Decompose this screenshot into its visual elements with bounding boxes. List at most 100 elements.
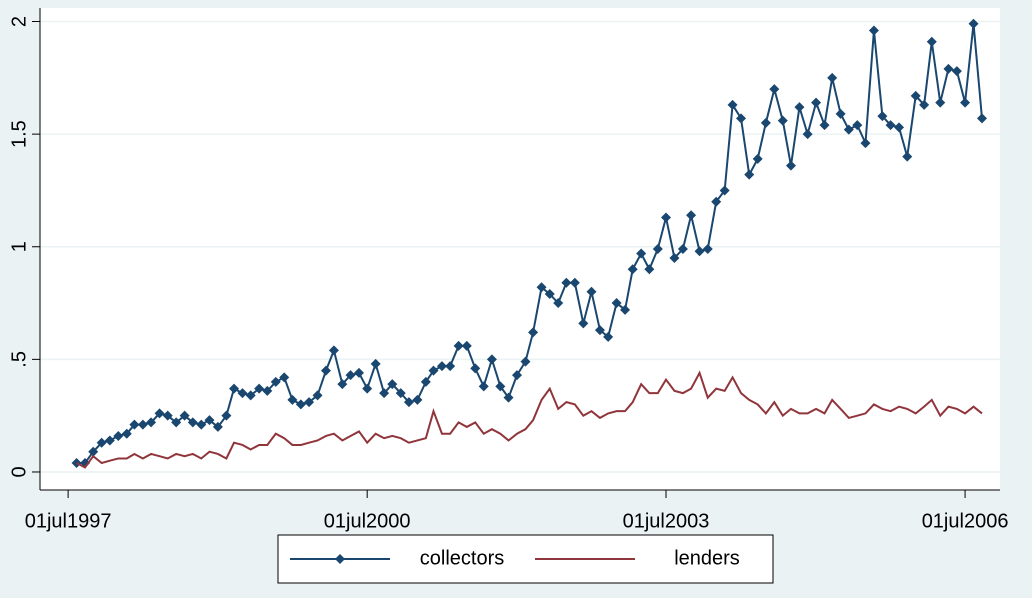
line-collectors	[76, 23, 983, 464]
x-tick-label: 01jul2006	[922, 510, 1009, 532]
marker	[677, 244, 688, 254]
marker	[187, 417, 198, 428]
marker	[379, 388, 390, 399]
marker	[154, 408, 165, 419]
marker	[702, 244, 713, 254]
marker	[544, 289, 555, 300]
marker	[827, 72, 838, 83]
marker	[262, 385, 273, 396]
legend-label: collectors	[420, 547, 504, 569]
y-tick-label: 1	[8, 241, 30, 252]
marker	[686, 210, 697, 221]
legend-label: lenders	[674, 547, 740, 569]
marker	[860, 138, 871, 149]
marker	[586, 286, 597, 297]
marker	[237, 388, 248, 399]
marker	[121, 428, 132, 439]
marker	[304, 397, 315, 408]
marker	[926, 36, 937, 47]
marker	[578, 318, 589, 329]
marker	[561, 277, 572, 288]
marker	[287, 394, 298, 405]
marker	[868, 25, 879, 36]
marker	[744, 169, 755, 180]
marker	[279, 372, 290, 383]
marker	[877, 111, 888, 122]
marker	[104, 435, 115, 446]
marker	[362, 383, 373, 394]
x-tick-label: 01jul1997	[25, 510, 112, 532]
marker	[461, 340, 472, 351]
marker	[528, 327, 539, 338]
marker	[320, 365, 331, 376]
marker	[752, 153, 763, 164]
y-tick-label: .5	[8, 351, 30, 368]
marker	[760, 117, 771, 128]
marker	[611, 298, 622, 309]
marker	[951, 66, 962, 77]
marker	[553, 298, 564, 309]
legend-marker	[335, 554, 345, 564]
marker	[894, 122, 905, 133]
marker	[478, 381, 489, 392]
marker	[968, 18, 979, 29]
x-tick-label: 01jul2003	[623, 510, 710, 532]
marker	[835, 108, 846, 119]
marker	[353, 367, 364, 378]
marker	[445, 361, 456, 372]
marker	[171, 417, 182, 428]
marker	[620, 304, 631, 315]
marker	[470, 363, 481, 374]
marker	[569, 277, 580, 288]
marker	[179, 410, 190, 421]
marker	[736, 113, 747, 124]
y-tick-label: 0	[8, 466, 30, 477]
marker	[370, 358, 381, 369]
marker	[819, 120, 830, 131]
marker	[644, 264, 655, 275]
marker	[204, 415, 215, 426]
marker	[295, 399, 306, 410]
x-tick-label: 01jul2000	[324, 510, 411, 532]
marker	[627, 264, 638, 275]
marker	[420, 376, 431, 387]
marker	[943, 63, 954, 74]
y-tick-label: 2	[8, 16, 30, 27]
marker	[727, 99, 738, 110]
marker	[843, 124, 854, 135]
marker	[503, 392, 514, 403]
marker	[785, 160, 796, 171]
marker	[387, 379, 398, 390]
marker	[428, 365, 439, 376]
marker	[395, 388, 406, 399]
marker	[802, 129, 813, 140]
marker	[88, 446, 99, 457]
marker	[453, 340, 464, 351]
marker	[196, 419, 207, 430]
marker	[337, 379, 348, 390]
marker	[769, 84, 780, 95]
marker	[245, 390, 256, 401]
marker	[137, 419, 148, 430]
marker	[113, 430, 124, 441]
marker	[652, 244, 663, 254]
marker	[910, 90, 921, 101]
marker	[694, 246, 705, 257]
marker	[976, 113, 987, 124]
marker	[660, 212, 671, 223]
marker	[935, 97, 946, 108]
marker	[146, 417, 157, 428]
marker	[221, 410, 232, 421]
marker	[162, 410, 173, 421]
marker	[636, 248, 647, 259]
marker	[711, 196, 722, 207]
y-tick-label: 1.5	[8, 120, 30, 148]
marker	[254, 383, 265, 394]
marker	[486, 354, 497, 365]
marker	[536, 282, 547, 293]
marker	[902, 151, 913, 162]
marker	[403, 397, 414, 408]
marker	[129, 419, 140, 430]
